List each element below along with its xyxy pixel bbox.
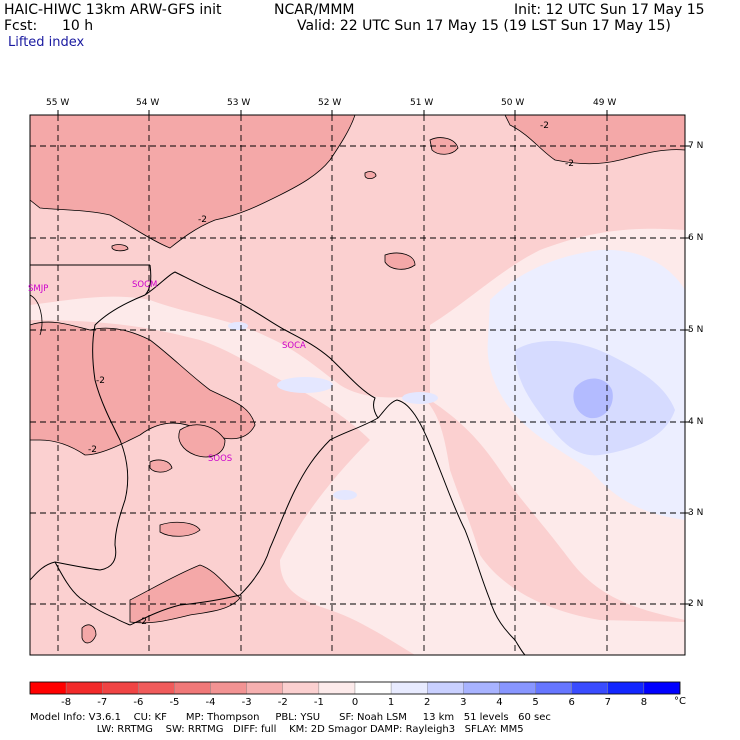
colorbar-tick-label: 5 (532, 697, 539, 708)
colorbar-swatch (427, 681, 464, 695)
field-negative-patch (159, 521, 201, 537)
colorbar-tick-label: -8 (61, 697, 72, 708)
colorbar-tick-label: -3 (241, 697, 252, 708)
colorbar-tick-label: 6 (568, 697, 575, 708)
field-negative-patch (111, 244, 129, 252)
colorbar-swatch (282, 681, 320, 695)
station-label: SOCM (132, 280, 158, 290)
map-frame (29, 114, 686, 656)
lat-label: 4 N (688, 417, 704, 427)
colorbar-unit: °C (674, 696, 686, 707)
colorbar-swatch (463, 681, 500, 695)
field-negative-patch (149, 459, 173, 473)
init-time: Init: 12 UTC Sun 17 May 15 (514, 2, 705, 18)
colorbar-swatch (174, 681, 211, 695)
model-title: HAIC-HIWC 13km ARW-GFS init (4, 2, 222, 18)
contour-label: -2 (565, 159, 574, 169)
colorbar-tick-label: -7 (97, 697, 108, 708)
colorbar-tick-label: -6 (133, 697, 144, 708)
field-positive-patch (333, 490, 357, 500)
field-name: Lifted index (8, 35, 85, 50)
colorbar-swatch (499, 681, 536, 695)
contour-line (30, 294, 43, 336)
field-negative-northeast (504, 115, 685, 165)
colorbar-swatch (318, 681, 356, 695)
contour-label: -2 (198, 215, 207, 225)
model-info-line-2: LW: RRTMG SW: RRTMG DIFF: full KM: 2D Sm… (30, 724, 524, 735)
colorbar-swatch (354, 681, 392, 695)
colorbar-tick-label: 2 (424, 697, 431, 708)
lat-label: 6 N (688, 233, 704, 243)
colorbar-swatch (65, 681, 103, 695)
field-positive-patch (402, 392, 438, 404)
field-negative-south (129, 564, 241, 624)
field-positive-patch (228, 322, 248, 330)
colorbar-tick-label: 0 (351, 697, 359, 708)
field-positive-patch (277, 377, 333, 393)
field-negative-north (30, 115, 356, 249)
colorbar-tick-label: -4 (205, 697, 216, 708)
forecast-label: Fcst: (4, 18, 38, 34)
colorbar-swatch (535, 681, 572, 695)
colorbar-tick-label: -5 (169, 697, 180, 708)
station-label: SOOS (208, 454, 233, 464)
contour-label: -2 (88, 445, 97, 455)
lat-label: 3 N (688, 508, 704, 518)
colorbar-swatch (643, 681, 681, 695)
field-positive-3 (573, 378, 613, 419)
colorbar-tick-label: 4 (496, 697, 503, 708)
field-negative-west (30, 321, 256, 456)
colorbar-tick-label: 8 (640, 697, 648, 708)
station-label: SOCA (282, 341, 306, 351)
contour-label: -2 (96, 376, 105, 386)
colorbar-swatch (210, 681, 247, 695)
colorbar-tick-label: 3 (460, 697, 467, 708)
field-near-zero (30, 296, 685, 655)
political-boundaries (30, 264, 526, 655)
colorbar-swatch (607, 681, 645, 695)
colorbar-swatch (138, 681, 175, 695)
colorbar-tick-label: -2 (277, 697, 288, 708)
valid-time: Valid: 22 UTC Sun 17 May 15 (19 LST Sun … (297, 18, 671, 34)
org-label: NCAR/MMM (274, 2, 355, 18)
contour-label: -2 (540, 121, 549, 131)
field-negative-patch (364, 171, 377, 180)
lon-label: 49 W (593, 98, 617, 108)
lon-label: 50 W (501, 98, 525, 108)
colorbar-swatch (29, 681, 67, 695)
lat-label: 7 N (688, 141, 704, 151)
field-negative-patch (81, 624, 97, 644)
lon-label: 51 W (410, 98, 434, 108)
colorbar-swatch (390, 681, 428, 695)
field-negative-patch (178, 424, 226, 458)
colorbar-tick-label: 1 (387, 697, 395, 708)
colorbar-tick-label: 7 (604, 697, 611, 708)
field-negative-patch (384, 252, 416, 270)
colorbar-swatch (102, 681, 139, 695)
colorbar (29, 681, 681, 695)
station-label: SMJP (28, 284, 49, 294)
contour-label: -2 (138, 617, 147, 627)
lon-label: 54 W (136, 98, 160, 108)
colorbar-swatch (246, 681, 283, 695)
lon-label: 55 W (46, 98, 70, 108)
graticule (30, 115, 685, 655)
model-info-line-1: Model Info: V3.6.1 CU: KF MP: Thompson P… (30, 712, 551, 723)
axis-ticks (57, 110, 690, 605)
colorbar-tick-label: -1 (313, 697, 324, 708)
lon-label: 53 W (227, 98, 251, 108)
lon-label: 52 W (318, 98, 342, 108)
forecast-hour: 10 h (62, 18, 94, 34)
lat-label: 5 N (688, 325, 704, 335)
colorbar-swatch (571, 681, 608, 695)
lat-label: 2 N (688, 599, 704, 609)
colorbar-frame (29, 681, 681, 695)
